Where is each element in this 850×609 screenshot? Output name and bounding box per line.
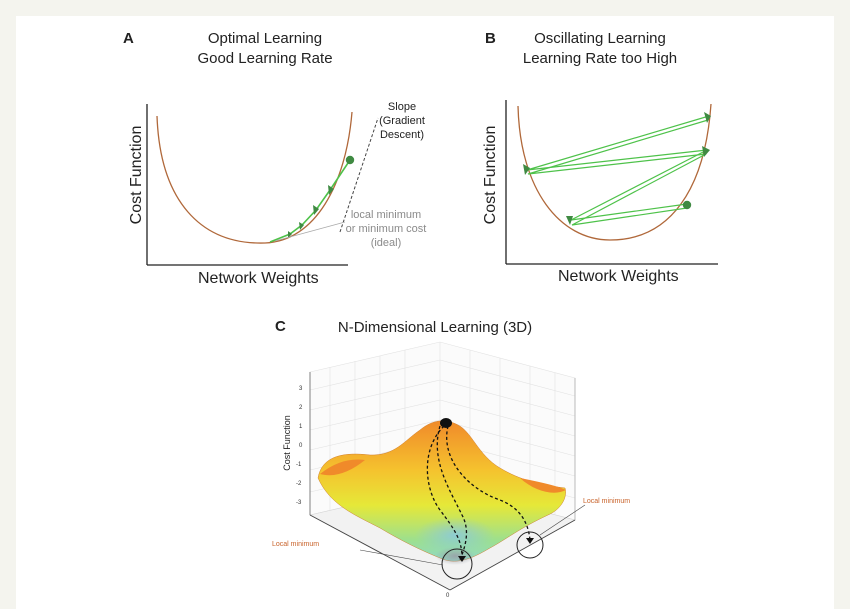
panel-c-descent-path-2 [436,425,468,561]
panel-b-title-line2: Learning Rate too High [522,50,678,67]
panel-c-base-tick: 0 [446,593,450,599]
panel-b-title: Oscillating Learning Learning Rate too H… [510,29,690,69]
panel-c-tick: -3 [296,500,302,506]
panel-a-step-marker [288,231,292,238]
panel-b-step-marker [566,216,573,225]
panel-c-y-axis [449,519,576,591]
panel-a-step-marker [299,222,304,230]
panel-a-slope-line1: Slope [387,101,417,113]
panel-a-min-line3: (ideal) [370,237,402,249]
panel-c-tick: 2 [299,405,303,411]
panel-b-title-line1: Oscillating Learning [534,30,666,47]
panel-c-local-minimum-left-label: Local minimum [272,541,320,548]
panel-c-arrow-head [458,556,466,562]
panel-c-tick: -2 [296,481,302,487]
panel-c-surface-low-region [415,517,495,553]
panel-c-descent-path-3 [446,425,531,541]
panel-c-tick: 1 [299,424,303,430]
panel-b-start-marker [682,200,692,210]
panel-a-minimum-annotation: local minimum or minimum cost (ideal) [336,208,436,250]
panel-b-letter: B [485,30,496,47]
panel-c-local-minimum-circle-right [516,531,544,559]
panel-c-right-label-pointer [539,504,586,536]
panel-c-surface-left-peak [320,459,365,476]
panel-b-step-marker [704,112,711,123]
panel-a-x-label: Network Weights [198,270,319,287]
panel-c-arrow-head [526,538,534,544]
panel-c-title: N-Dimensional Learning (3D) [337,319,533,336]
panel-c-descent-paths [426,425,531,561]
panel-c-y-label: Cost Function [282,415,292,471]
panel-b-step-marker [523,164,530,175]
panel-c-local-minimum-circle-left [441,548,473,580]
panel-c-surface-right-peak [520,478,566,493]
panel-b-x-label: Network Weights [558,268,679,285]
panel-c-tick: -1 [296,462,302,468]
panel-c-left-label-pointer [359,549,444,566]
panel-a-title-line2: Good Learning Rate [197,50,333,67]
panel-a-descent-path [269,159,351,243]
panel-a-title-line1: Optimal Learning [207,30,323,47]
panel-a-slope-annotation: Slope (Gradient Descent) [372,100,432,142]
panel-a-slope-line [339,117,379,233]
panel-c-local-minimum-right-label: Local minimum [583,498,631,505]
panel-a-slope-line3: Descent) [379,129,425,141]
panel-a-min-line2: or minimum cost [345,223,427,235]
panel-a-letter: A [123,30,134,47]
panel-a-start-marker [345,155,355,165]
panel-c-x-axis [309,514,451,591]
panel-a-min-line1: local minimum [350,209,422,221]
panel-c-descent-path-1 [426,425,463,559]
panel-c-cost-surface [317,420,566,562]
panel-c-tick: 3 [299,386,303,392]
panel-c-letter: C [275,318,286,335]
panel-a-step-marker [313,205,319,215]
panel-a-step-marker [328,185,334,195]
panel-a-minimum-pointer [274,221,346,242]
panel-c-tick: 0 [299,443,303,449]
panel-a-title: Optimal Learning Good Learning Rate [185,29,345,69]
panel-b-step-marker [702,146,710,157]
panel-c-start-point [440,418,452,428]
panel-a-slope-line2: (Gradient [379,115,425,127]
panel-c-surface-deep-region [435,547,475,565]
